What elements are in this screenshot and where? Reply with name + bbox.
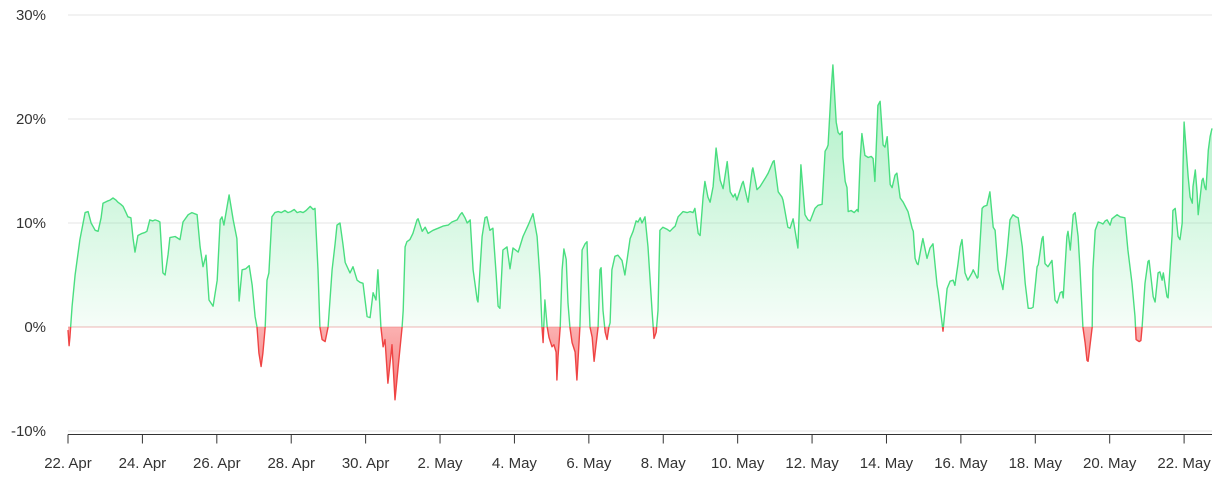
x-tick-label: 22. May xyxy=(1157,455,1211,472)
x-tick-label: 8. May xyxy=(641,455,687,472)
x-tick-label: 22. Apr xyxy=(44,455,92,472)
x-tick-label: 16. May xyxy=(934,455,988,472)
x-tick-label: 12. May xyxy=(785,455,839,472)
y-tick-label: -10% xyxy=(11,423,46,440)
y-tick-label: 0% xyxy=(24,319,46,336)
x-tick-label: 30. Apr xyxy=(342,455,390,472)
x-tick-label: 2. May xyxy=(418,455,464,472)
x-tick-label: 26. Apr xyxy=(193,455,241,472)
x-axis: 22. Apr 24. Apr 26. Apr 28. Apr 30. Apr 2. Ma… xyxy=(44,434,1212,472)
y-axis-labels: 30% 20% 10% 0% -10% xyxy=(11,7,46,440)
area-series-positive xyxy=(68,64,1213,327)
x-tick-label: 6. May xyxy=(566,455,612,472)
x-tick-label: 4. May xyxy=(492,455,538,472)
y-tick-label: 30% xyxy=(16,7,46,24)
x-tick-label: 18. May xyxy=(1009,455,1063,472)
x-tick-label: 20. May xyxy=(1083,455,1137,472)
positive-area-fill xyxy=(68,64,1212,327)
x-tick-label: 28. Apr xyxy=(267,455,315,472)
x-tick-label: 14. May xyxy=(860,455,914,472)
positive-line xyxy=(69,64,1213,327)
y-tick-label: 20% xyxy=(16,111,46,128)
x-tick-label: 24. Apr xyxy=(119,455,167,472)
y-tick-label: 10% xyxy=(16,215,46,232)
x-tick-label: 10. May xyxy=(711,455,765,472)
